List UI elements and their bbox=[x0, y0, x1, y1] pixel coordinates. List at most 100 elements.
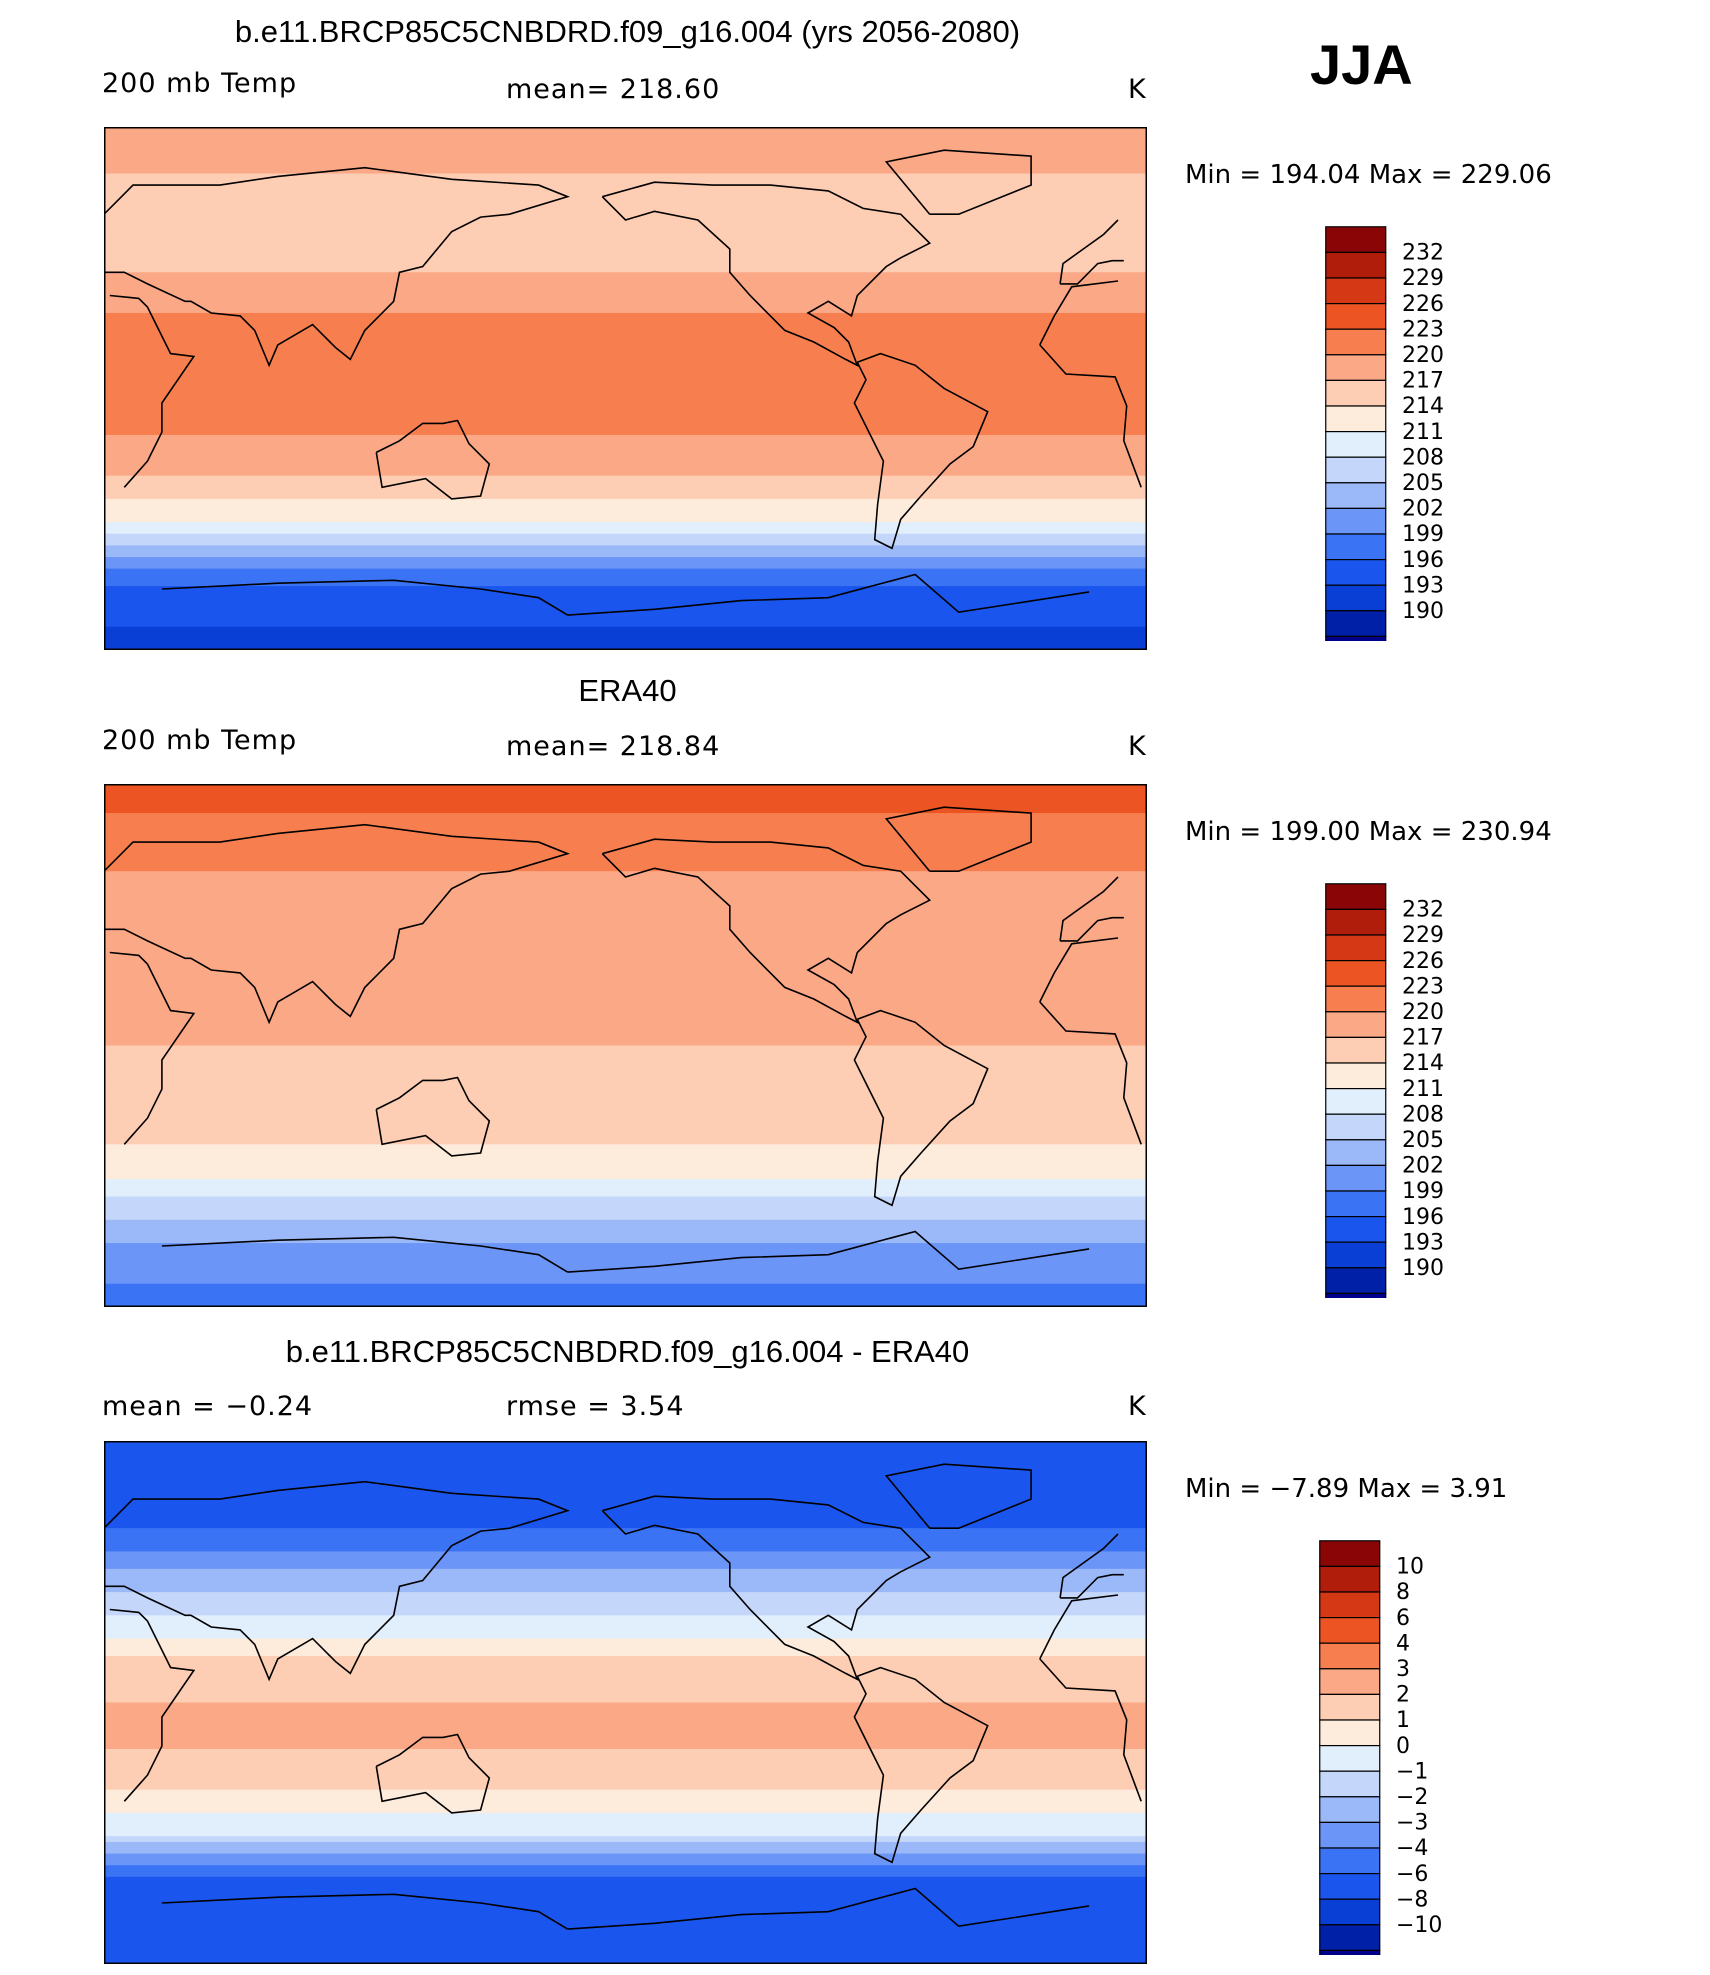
colorbar-tick-label: 190 bbox=[1402, 1256, 1444, 1281]
field-band bbox=[104, 219, 1147, 227]
colorbar-box bbox=[1319, 1642, 1381, 1670]
coastline bbox=[853, 1666, 989, 1864]
field-band bbox=[104, 533, 1147, 541]
field-band bbox=[104, 1934, 1147, 1942]
field-band bbox=[104, 568, 1147, 576]
colorbar-box bbox=[1325, 635, 1387, 641]
field-band bbox=[104, 452, 1147, 459]
field-band bbox=[104, 545, 1147, 552]
field-band bbox=[104, 469, 1147, 477]
field-band bbox=[104, 917, 1147, 925]
colorbar-box bbox=[1325, 456, 1387, 484]
field-band bbox=[104, 818, 1147, 826]
colorbar-tick-label: 196 bbox=[1402, 1205, 1444, 1230]
colorbar-box bbox=[1325, 1216, 1387, 1243]
map-frame bbox=[104, 1441, 1147, 1964]
field-band bbox=[104, 1812, 1147, 1820]
colorbar-box bbox=[1319, 1540, 1381, 1568]
field-band bbox=[104, 853, 1147, 861]
coastline bbox=[884, 806, 1032, 872]
field-band bbox=[104, 196, 1147, 204]
field-band bbox=[104, 1033, 1147, 1041]
panel-3-minmax: Min = −7.89 Max = 3.91 bbox=[1185, 1474, 1508, 1504]
field-band bbox=[104, 1650, 1147, 1657]
field-band bbox=[104, 1231, 1147, 1238]
colorbar-tick-label: 193 bbox=[1402, 1230, 1444, 1255]
colorbar-box bbox=[1325, 1164, 1387, 1192]
field-band bbox=[104, 1702, 1147, 1709]
field-band bbox=[104, 1894, 1147, 1901]
field-band bbox=[104, 243, 1147, 250]
field-band bbox=[104, 1946, 1147, 1953]
field-band bbox=[104, 202, 1147, 209]
colorbar-box bbox=[1319, 1898, 1381, 1926]
colorbar-box bbox=[1325, 405, 1387, 433]
field-band bbox=[104, 382, 1147, 390]
field-band bbox=[104, 1452, 1147, 1460]
field-band bbox=[104, 214, 1147, 221]
field-band bbox=[104, 283, 1147, 291]
field-band bbox=[104, 1225, 1147, 1233]
field-band bbox=[104, 1592, 1147, 1599]
field-band bbox=[104, 1272, 1147, 1279]
field-band bbox=[104, 603, 1147, 610]
field-band bbox=[104, 929, 1147, 936]
field-band bbox=[104, 1051, 1147, 1058]
field-band bbox=[104, 1603, 1147, 1611]
field-band bbox=[104, 376, 1147, 384]
field-band bbox=[104, 1539, 1147, 1547]
field-band bbox=[104, 871, 1147, 878]
field-band bbox=[104, 1516, 1147, 1523]
field-band bbox=[104, 132, 1147, 140]
field-band bbox=[104, 405, 1147, 413]
field-band bbox=[104, 1016, 1147, 1023]
colorbar-tick-label: 199 bbox=[1402, 522, 1444, 547]
field-band bbox=[104, 1144, 1147, 1151]
field-band bbox=[104, 562, 1147, 570]
field-band bbox=[104, 900, 1147, 907]
field-band bbox=[104, 1243, 1147, 1250]
field-band bbox=[104, 1859, 1147, 1866]
field-band bbox=[104, 975, 1147, 983]
field-band bbox=[104, 1289, 1147, 1296]
field-band bbox=[104, 1754, 1147, 1762]
coastline bbox=[853, 1009, 989, 1207]
colorbar-box bbox=[1325, 1139, 1387, 1166]
field-band bbox=[104, 481, 1147, 488]
field-band bbox=[104, 1510, 1147, 1518]
field-band bbox=[104, 1667, 1147, 1675]
colorbar-box bbox=[1325, 1062, 1387, 1090]
field-band bbox=[104, 1551, 1147, 1558]
colorbar-box bbox=[1319, 1796, 1381, 1823]
field-band bbox=[104, 527, 1147, 535]
field-band bbox=[104, 1219, 1147, 1227]
field-band bbox=[104, 824, 1147, 832]
coastline bbox=[1039, 344, 1142, 488]
field-band bbox=[104, 1045, 1147, 1052]
field-band bbox=[104, 1888, 1147, 1895]
colorbar-box bbox=[1325, 1088, 1387, 1115]
field-band bbox=[104, 464, 1147, 471]
colorbar-tick-label: −1 bbox=[1396, 1759, 1428, 1784]
field-band bbox=[104, 1952, 1147, 1959]
panel-3-title: b.e11.BRCP85C5CNBDRD.f09_g16.004 - ERA40 bbox=[285, 1334, 970, 1369]
colorbar-tick-label: 211 bbox=[1402, 420, 1444, 445]
coastline bbox=[884, 149, 1032, 215]
colorbar-box bbox=[1319, 1924, 1381, 1951]
colorbar-tick-label: 2 bbox=[1396, 1683, 1410, 1708]
colorbar-tick-label: 1 bbox=[1396, 1708, 1410, 1733]
field-band bbox=[104, 644, 1147, 650]
field-band bbox=[104, 801, 1147, 808]
field-band bbox=[104, 400, 1147, 407]
field-band bbox=[104, 1039, 1147, 1047]
colorbar-box bbox=[1325, 1267, 1387, 1294]
field-band bbox=[104, 429, 1147, 436]
field-band bbox=[104, 1475, 1147, 1483]
field-band bbox=[104, 888, 1147, 896]
colorbar-tick-label: 214 bbox=[1402, 1051, 1444, 1076]
coastline bbox=[567, 573, 1090, 616]
field-band bbox=[104, 1743, 1147, 1750]
colorbar-box bbox=[1325, 328, 1387, 356]
colorbar-box bbox=[1319, 1591, 1381, 1619]
field-band bbox=[104, 923, 1147, 930]
